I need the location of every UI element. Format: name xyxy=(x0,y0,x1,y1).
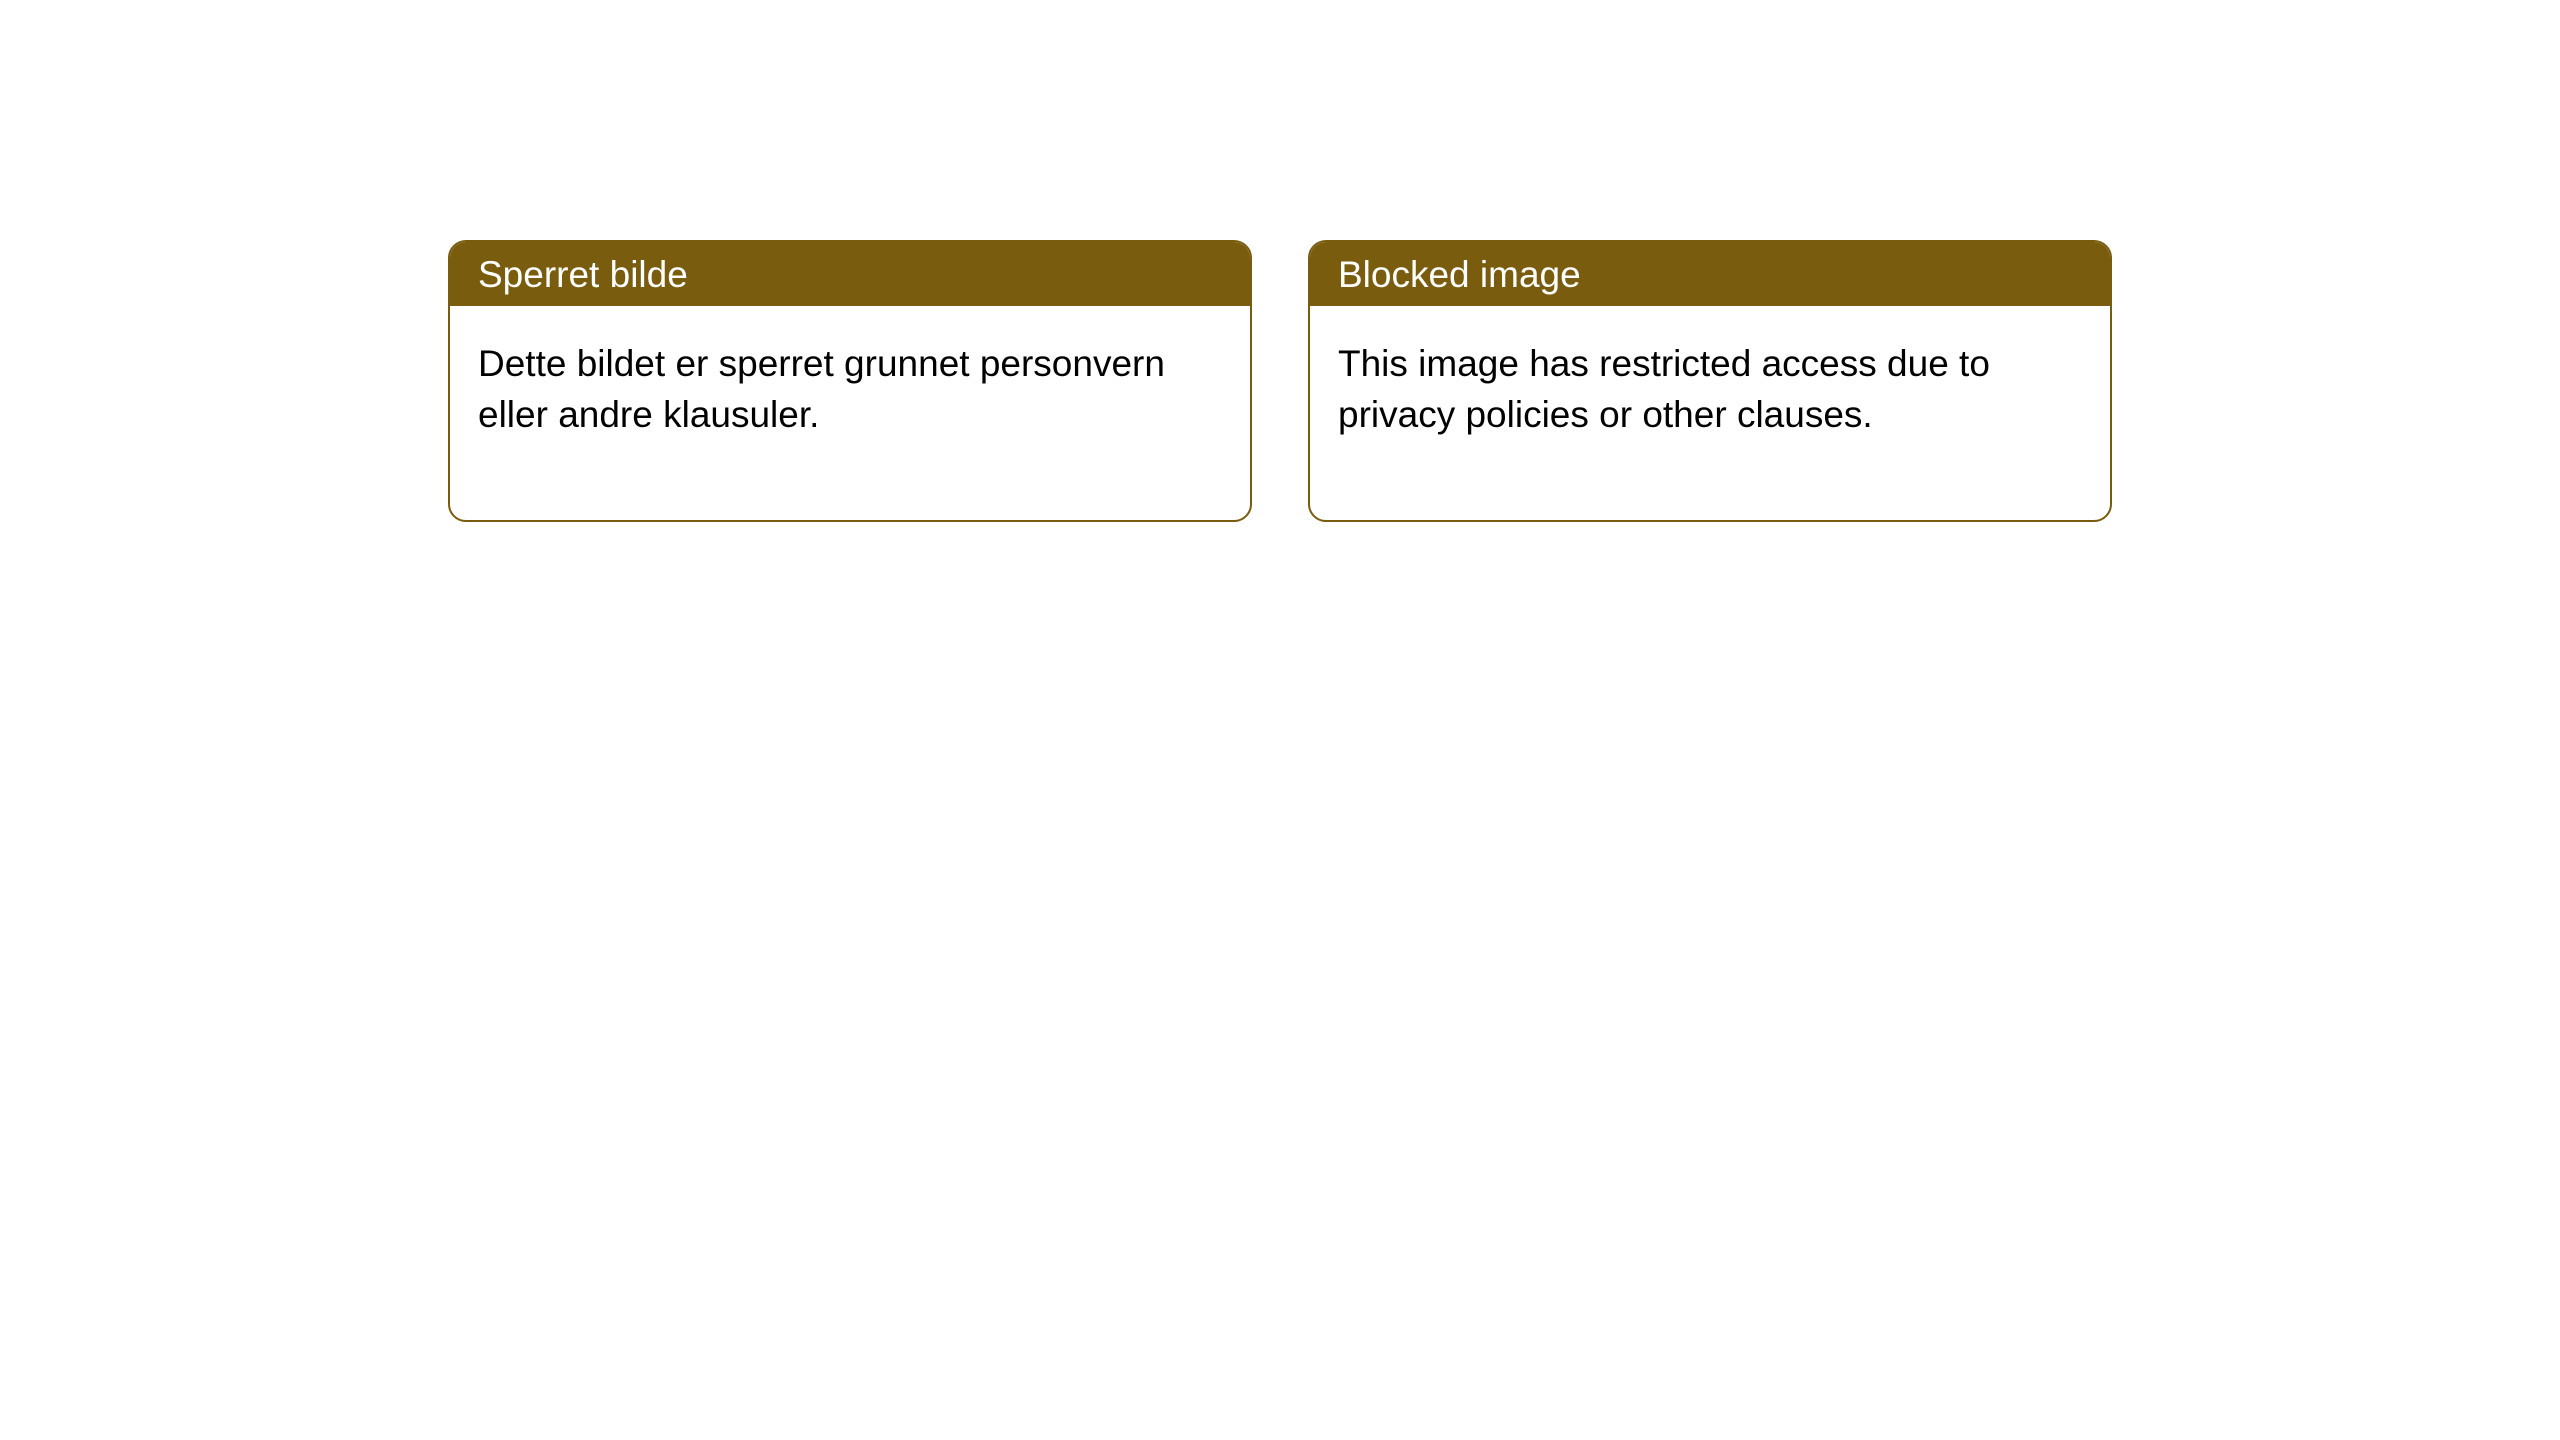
notice-container: Sperret bilde Dette bildet er sperret gr… xyxy=(448,240,2112,522)
notice-header: Sperret bilde xyxy=(450,242,1250,306)
notice-card-norwegian: Sperret bilde Dette bildet er sperret gr… xyxy=(448,240,1252,522)
notice-body: Dette bildet er sperret grunnet personve… xyxy=(450,306,1250,520)
notice-body: This image has restricted access due to … xyxy=(1310,306,2110,520)
notice-card-english: Blocked image This image has restricted … xyxy=(1308,240,2112,522)
notice-header: Blocked image xyxy=(1310,242,2110,306)
